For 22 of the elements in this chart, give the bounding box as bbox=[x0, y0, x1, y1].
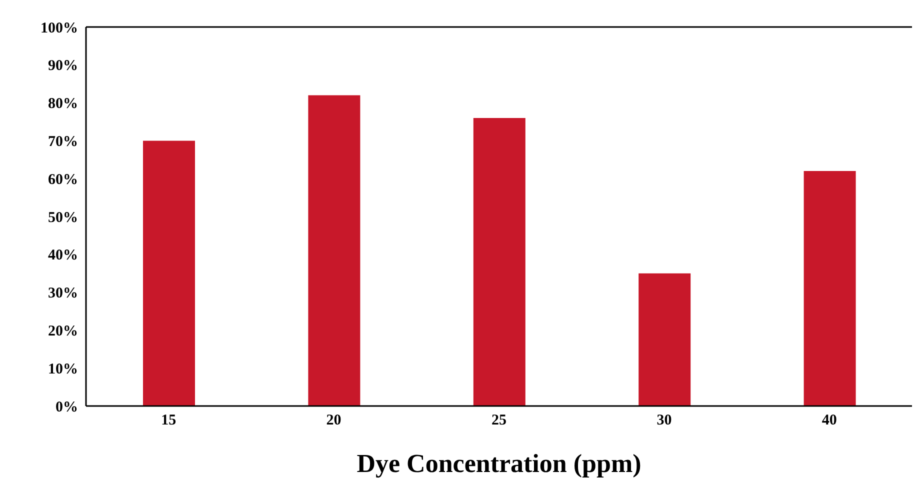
x-tick-label: 30 bbox=[656, 412, 672, 429]
y-tick-label: 40% bbox=[48, 248, 78, 264]
y-tick-label: 60% bbox=[48, 172, 78, 188]
bar bbox=[143, 140, 195, 406]
y-tick-label: 100% bbox=[40, 20, 78, 36]
x-tick-label: 15 bbox=[161, 412, 176, 429]
y-tick-label: 50% bbox=[48, 210, 78, 226]
y-tick-label: 70% bbox=[48, 134, 78, 150]
y-tick-label: 0% bbox=[56, 399, 78, 416]
bar bbox=[308, 95, 360, 406]
bar bbox=[804, 171, 856, 406]
x-axis-title: Dye Concentration (ppm) bbox=[356, 449, 642, 478]
x-tick-label: 20 bbox=[326, 412, 342, 429]
y-tick-label: 30% bbox=[48, 286, 78, 302]
x-tick-label: 40 bbox=[822, 412, 837, 429]
x-tick-label: 25 bbox=[492, 412, 506, 429]
y-tick-label: 90% bbox=[48, 58, 78, 74]
bar bbox=[638, 273, 691, 406]
bar bbox=[473, 118, 526, 406]
y-tick-label: 10% bbox=[48, 361, 78, 378]
y-tick-label: 20% bbox=[48, 324, 78, 340]
y-tick-label: 80% bbox=[48, 96, 78, 112]
